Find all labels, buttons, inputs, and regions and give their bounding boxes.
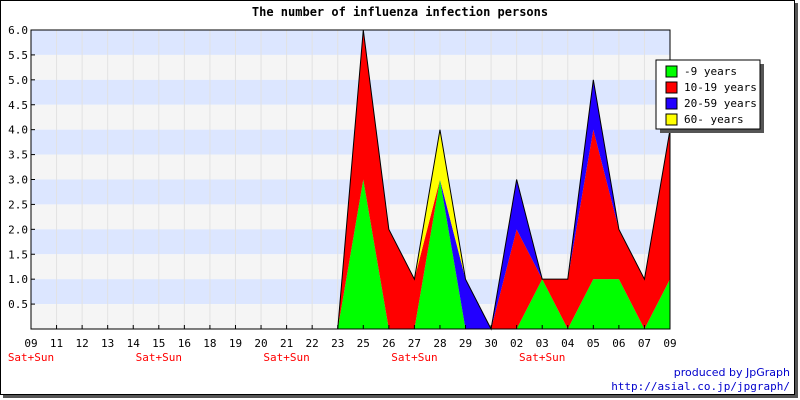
legend-swatch bbox=[665, 81, 678, 94]
y-tick-label: 4.0 bbox=[8, 124, 28, 137]
x-axis-ticks: 09 11 12 13 14 15 16 18 19 20 21 22 23 25 26 27 28 29 30 02… bbox=[8, 325, 677, 364]
weekend-label: Sat+Sun bbox=[519, 351, 565, 364]
legend-label: 20-59 years bbox=[684, 97, 757, 110]
weekend-label: Sat+Sun bbox=[391, 351, 437, 364]
y-tick-label: 5.5 bbox=[8, 49, 28, 62]
x-tick-label: 14 bbox=[127, 337, 141, 350]
x-tick-label: 23 bbox=[331, 337, 344, 350]
legend-label: 60- years bbox=[684, 113, 744, 126]
background-band bbox=[31, 129, 670, 155]
legend-label: -9 years bbox=[684, 65, 737, 78]
footer-credit: produced by JpGraph bbox=[674, 366, 790, 379]
x-tick-label: 19 bbox=[229, 337, 242, 350]
x-tick-label: 07 bbox=[638, 337, 651, 350]
x-tick-label: 12 bbox=[75, 337, 88, 350]
x-tick-label: 21 bbox=[280, 337, 293, 350]
legend-swatch bbox=[665, 113, 678, 126]
x-tick-label: 29 bbox=[459, 337, 472, 350]
x-tick-label: 04 bbox=[561, 337, 575, 350]
x-tick-label: 13 bbox=[101, 337, 114, 350]
weekend-label: Sat+Sun bbox=[136, 351, 182, 364]
x-tick-label: 06 bbox=[612, 337, 625, 350]
x-tick-label: 02 bbox=[510, 337, 523, 350]
y-tick-label: 5.0 bbox=[8, 74, 28, 87]
y-tick-label: 1.0 bbox=[8, 273, 28, 286]
legend-swatch bbox=[665, 65, 678, 78]
y-tick-label: 6.0 bbox=[8, 24, 28, 37]
y-tick-label: 3.5 bbox=[8, 149, 28, 162]
legend-items: -9 years 10-19 years 20-59 years 60- years bbox=[665, 65, 757, 126]
footer-url: http://asial.co.jp/jpgraph/ bbox=[611, 380, 790, 393]
background-band bbox=[31, 104, 670, 130]
x-tick-label: 26 bbox=[382, 337, 395, 350]
x-tick-label: 22 bbox=[306, 337, 319, 350]
x-tick-label: 09 bbox=[24, 337, 37, 350]
y-tick-label: 2.5 bbox=[8, 198, 28, 211]
x-tick-label: 25 bbox=[357, 337, 370, 350]
chart-title: The number of influenza infection person… bbox=[252, 5, 548, 19]
x-tick-label: 27 bbox=[408, 337, 421, 350]
background-band bbox=[31, 30, 670, 55]
legend: -9 years 10-19 years 20-59 years 60- years bbox=[655, 59, 764, 133]
y-tick-label: 4.5 bbox=[8, 99, 28, 112]
y-tick-label: 3.0 bbox=[8, 174, 28, 187]
x-tick-label: 18 bbox=[203, 337, 216, 350]
x-tick-label: 11 bbox=[50, 337, 63, 350]
background-band bbox=[31, 79, 670, 105]
x-tick-label: 03 bbox=[536, 337, 549, 350]
y-axis-ticks: 0.5 1.0 1.5 2.0 2.5 3.0 3.5 4.0 4.5 5.0 5.5 6.0 bbox=[8, 24, 35, 311]
series-area bbox=[31, 30, 670, 329]
legend-swatch bbox=[665, 97, 678, 110]
weekend-label: Sat+Sun bbox=[8, 351, 54, 364]
y-tick-label: 1.5 bbox=[8, 248, 28, 261]
background-band bbox=[31, 54, 670, 80]
x-tick-label: 09 bbox=[663, 337, 676, 350]
x-tick-label: 05 bbox=[587, 337, 600, 350]
weekend-label: Sat+Sun bbox=[263, 351, 309, 364]
x-tick-label: 28 bbox=[433, 337, 446, 350]
legend-label: 10-19 years bbox=[684, 81, 757, 94]
x-tick-label: 16 bbox=[178, 337, 191, 350]
y-tick-label: 2.0 bbox=[8, 223, 28, 236]
x-tick-label: 15 bbox=[152, 337, 165, 350]
y-tick-label: 0.5 bbox=[8, 298, 28, 311]
x-tick-label: 30 bbox=[484, 337, 497, 350]
x-tick-label: 20 bbox=[254, 337, 267, 350]
